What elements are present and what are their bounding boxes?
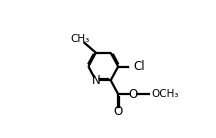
Circle shape xyxy=(94,78,98,83)
Circle shape xyxy=(76,35,84,43)
Text: CH₃: CH₃ xyxy=(70,34,89,44)
Text: Cl: Cl xyxy=(133,60,145,73)
Text: N: N xyxy=(91,74,100,87)
Text: OCH₃: OCH₃ xyxy=(151,89,179,99)
Circle shape xyxy=(116,109,121,113)
Circle shape xyxy=(130,63,136,70)
Text: O: O xyxy=(128,88,138,101)
Circle shape xyxy=(131,92,135,96)
Text: O: O xyxy=(114,105,123,118)
